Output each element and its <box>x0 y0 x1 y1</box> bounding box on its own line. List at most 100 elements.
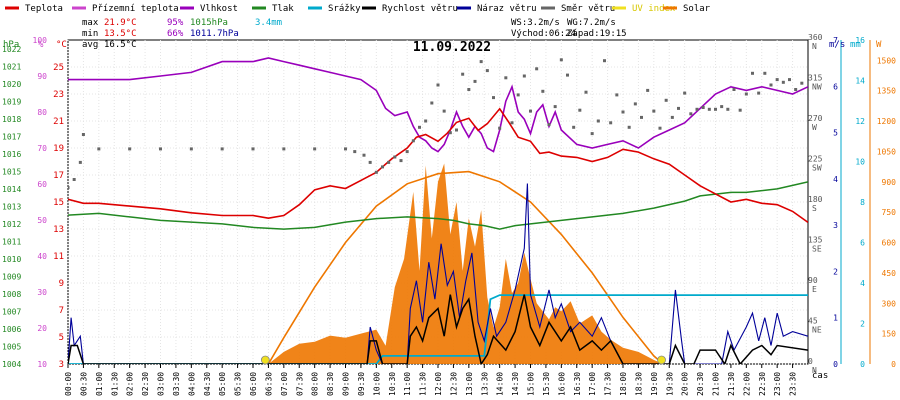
wind-dir-point <box>670 115 674 119</box>
chart-legend: Teplota Přízemní teplota Vlhkost Tlak Srážky… <box>5 4 711 14</box>
wind-dir-point <box>788 78 791 82</box>
tick-press: 1017 <box>2 132 21 141</box>
wind-dir-point <box>251 147 255 151</box>
wind-dir-point <box>374 170 378 174</box>
tick-dir-label: SW <box>812 164 822 173</box>
wind-dir-point <box>387 160 391 164</box>
stat-ws: WS:3.2m/s <box>511 18 560 28</box>
plot-area <box>68 57 808 365</box>
wind-dir-point <box>353 150 357 154</box>
tick-temp: 21 <box>53 117 64 127</box>
tick-temp: 3 <box>59 360 64 370</box>
tick-x: 06:30 <box>264 372 273 396</box>
unit-w: W <box>876 40 882 50</box>
wind-dir-point <box>467 88 471 91</box>
tick-w: 300 <box>882 299 897 308</box>
legend-label: Solar <box>683 4 711 14</box>
tick-x: 02:00 <box>126 372 135 396</box>
pressure-line <box>68 181 808 230</box>
stat-min-label: min <box>82 29 98 39</box>
unit-ms: m/s <box>829 40 845 50</box>
tick-w: 450 <box>882 269 897 278</box>
tick-mm: 0 <box>860 360 865 369</box>
tick-ms: 4 <box>833 175 838 184</box>
tick-x: 20:00 <box>681 372 690 396</box>
wind-dir-point <box>411 139 415 143</box>
temperature-line <box>68 107 808 223</box>
tick-dir-label: E <box>812 285 817 294</box>
stat-max-press: 1015hPa <box>190 18 228 28</box>
tick-mm: 12 <box>855 117 865 126</box>
tick-hum: 20 <box>37 324 47 333</box>
x-axis-label: čas <box>812 370 828 381</box>
tick-x: 23:00 <box>773 372 782 396</box>
sun-marker <box>260 355 270 365</box>
tick-x: 01:00 <box>95 372 104 396</box>
legend-label: Přízemní teplota <box>92 4 179 14</box>
tick-x: 04:00 <box>187 372 196 396</box>
unit-mm: mm <box>850 40 861 50</box>
rain-line <box>68 294 808 364</box>
tick-x: 04:30 <box>203 372 212 396</box>
tick-ms: 1 <box>833 314 838 323</box>
wind-dir-point <box>646 88 650 92</box>
legend-label: Tlak <box>272 4 294 14</box>
sun-marker <box>657 355 666 365</box>
tick-x: 00:30 <box>79 372 88 396</box>
tick-w: 900 <box>882 178 897 187</box>
wind-dir-point <box>603 59 606 63</box>
tick-x: 02:30 <box>141 372 150 396</box>
tick-press: 1008 <box>2 290 21 299</box>
wind-dir-point <box>522 74 526 78</box>
wind-dir-point <box>492 96 495 100</box>
tick-temp: 11 <box>53 252 64 262</box>
wind-dir-point <box>559 58 563 62</box>
wind-dir-point <box>794 88 798 91</box>
tick-temp: 19 <box>53 144 64 154</box>
tick-x: 11:30 <box>419 372 428 396</box>
wind-dir-point <box>436 83 440 87</box>
tick-hum: 100 <box>33 36 48 45</box>
tick-x: 20:30 <box>696 372 705 396</box>
tick-dir: 0 <box>808 357 813 366</box>
wind-dir-point <box>189 147 193 151</box>
stat-min-temp: 13.5°C <box>104 29 137 39</box>
wind-dir-point <box>640 115 643 119</box>
unit-temp: °C <box>56 40 67 50</box>
wind-dir-point <box>763 71 767 75</box>
wind-dir-point <box>633 102 637 106</box>
solar-area <box>268 163 664 364</box>
tick-temp: 23 <box>53 90 64 100</box>
wind-dir-point <box>744 92 748 96</box>
tick-hum: 40 <box>37 252 47 261</box>
wind-dir-point <box>381 165 384 169</box>
tick-x: 16:30 <box>573 372 582 396</box>
tick-dir: 135 <box>808 236 823 245</box>
wind-dir-point <box>596 119 600 123</box>
tick-x: 15:00 <box>527 372 536 396</box>
wind-dir-point <box>81 133 85 136</box>
tick-x: 07:30 <box>295 372 304 396</box>
tick-x: 14:30 <box>511 372 520 396</box>
wind-dir-point <box>751 71 754 75</box>
tick-x: 06:00 <box>249 372 258 396</box>
tick-dir-label: N <box>812 366 817 375</box>
tick-dir: 45 <box>808 317 818 326</box>
wind-dir-point <box>473 79 477 83</box>
tick-x: 01:30 <box>110 372 119 396</box>
stat-max-label: max <box>82 18 99 28</box>
wind-dir-point <box>461 72 465 76</box>
tick-x: 17:00 <box>588 372 597 396</box>
tick-x: 03:00 <box>157 372 166 396</box>
tick-press: 1007 <box>2 307 21 316</box>
tick-press: 1016 <box>2 150 21 159</box>
tick-w: 150 <box>882 330 897 339</box>
unit-pct: % <box>38 40 44 50</box>
wind-dir-point <box>726 107 730 111</box>
tick-x: 22:00 <box>742 372 751 396</box>
wind-dir-point <box>424 119 428 123</box>
wind-dir-point <box>590 132 594 136</box>
wind-dir-point <box>566 73 569 77</box>
